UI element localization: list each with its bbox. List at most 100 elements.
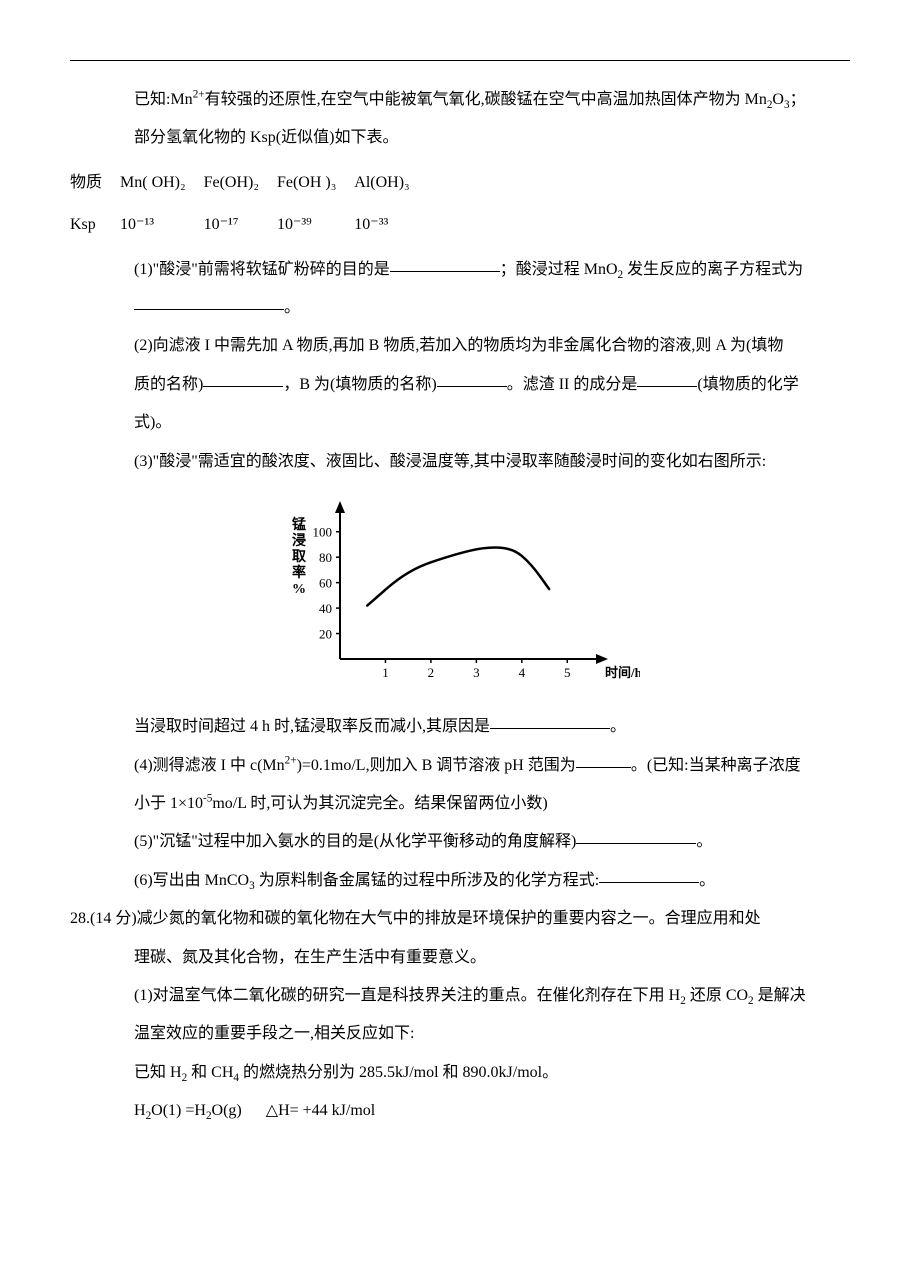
q28-p1b: 温室效应的重要手段之一,相关反应如下: <box>70 1015 850 1053</box>
table-cell: Fe(OH )₃ <box>277 162 354 204</box>
q3-line1: (3)"酸浸"需适宜的酸浓度、液固比、酸浸温度等,其中浸取率随酸浸时间的变化如右… <box>70 443 850 481</box>
text: O(1) =H <box>151 1102 206 1119</box>
sub: 2 <box>748 995 754 1007</box>
svg-text:20: 20 <box>319 626 332 641</box>
table-cell: 10⁻³⁹ <box>277 204 354 246</box>
table-row: 物质 Mn( OH)₂ Fe(OH)₂ Fe(OH )₃ Al(OH)₃ <box>70 162 428 204</box>
svg-text:时间/h: 时间/h <box>605 665 640 680</box>
chart-svg: 2040608010012345锰浸取率%时间/h <box>280 489 640 689</box>
text: 还原 CO <box>690 987 748 1004</box>
text: (4)测得滤液 I 中 c(Mn <box>134 757 285 774</box>
svg-text:锰: 锰 <box>292 516 306 533</box>
q3-after: 当浸取时间超过 4 h 时,锰浸取率反而减小,其原因是 。 <box>70 708 850 746</box>
q6-line: (6)写出由 MnCO3 为原料制备金属锰的过程中所涉及的化学方程式:。 <box>70 862 850 900</box>
svg-text:60: 60 <box>319 576 332 591</box>
blank-input[interactable] <box>390 255 500 272</box>
text: (1)对温室气体二氧化碳的研究一直是科技界关注的重点。在催化剂存在下用 H <box>134 987 680 1004</box>
sub: 3 <box>249 880 255 892</box>
table-cell: 10⁻¹³ <box>120 204 204 246</box>
text: 。 <box>696 833 712 850</box>
q1-line2: 。 <box>70 289 850 327</box>
text: 。滤渣 II 的成分是 <box>507 376 638 393</box>
text: ； <box>790 91 806 108</box>
table-cell: 物质 <box>70 162 120 204</box>
text: 发生反应的离子方程式为 <box>627 261 803 278</box>
table-row: Ksp 10⁻¹³ 10⁻¹⁷ 10⁻³⁹ 10⁻³³ <box>70 204 428 246</box>
blank-input[interactable] <box>203 370 283 387</box>
sup: -5 <box>203 793 212 805</box>
q28-p2: 已知 H2 和 CH4 的燃烧热分别为 285.5kJ/mol 和 890.0k… <box>70 1054 850 1092</box>
sup: 2+ <box>285 754 297 766</box>
intro-line2: 部分氢氧化物的 Ksp(近似值)如下表。 <box>70 119 850 157</box>
text: △H= +44 kJ/mol <box>266 1102 375 1119</box>
blank-input[interactable] <box>576 751 631 768</box>
text: (填物质的化学 <box>697 376 798 393</box>
text: (5)"沉锰"过程中加入氨水的目的是(从化学平衡移动的角度解释) <box>134 833 576 850</box>
q5-line: (5)"沉锰"过程中加入氨水的目的是(从化学平衡移动的角度解释) 。 <box>70 823 850 861</box>
table-cell: Al(OH)₃ <box>354 162 427 204</box>
table-cell: Fe(OH)₂ <box>204 162 277 204</box>
q28-head2: 理碳、氮及其化合物，在生产生活中有重要意义。 <box>70 939 850 977</box>
text: 是解决 <box>758 987 806 1004</box>
svg-text:4: 4 <box>519 665 526 680</box>
q1-line1: (1)"酸浸"前需将软锰矿粉碎的目的是 ；酸浸过程 MnO2 发生反应的离子方程式… <box>70 251 850 289</box>
text: mo/L 时,可认为其沉淀完全。结果保留两位小数) <box>212 795 547 812</box>
sub: 2 <box>680 995 686 1007</box>
sub: 4 <box>233 1072 239 1084</box>
svg-text:40: 40 <box>319 601 332 616</box>
q2-line1: (2)向滤液 I 中需先加 A 物质,再加 B 物质,若加入的物质均为非金属化合… <box>70 327 850 365</box>
table-cell: Ksp <box>70 204 120 246</box>
svg-text:%: % <box>292 582 306 597</box>
intro-line1: 已知:Mn2+有较强的还原性,在空气中能被氧气氧化,碳酸锰在空气中高温加热固体产… <box>70 81 850 119</box>
top-rule <box>70 60 850 61</box>
q2-line2: 质的名称) ，B 为(填物质的名称) 。滤渣 II 的成分是 (填物质的化学 <box>70 366 850 404</box>
text: (1)"酸浸"前需将软锰矿粉碎的目的是 <box>134 261 390 278</box>
q28-head: 28.(14 分)减少氮的氧化物和碳的氧化物在大气中的排放是环境保护的重要内容之… <box>70 900 850 938</box>
text: 。 <box>610 718 626 735</box>
text: 已知 H <box>134 1064 182 1081</box>
text: O <box>772 91 784 108</box>
blank-input[interactable] <box>576 827 696 844</box>
svg-text:率: 率 <box>292 564 306 581</box>
q28-p3: H2O(1) =H2O(g) △H= +44 kJ/mol <box>70 1092 850 1130</box>
q28-p1a: (1)对温室气体二氧化碳的研究一直是科技界关注的重点。在催化剂存在下用 H2 还… <box>70 977 850 1015</box>
text: ，B 为(填物质的名称) <box>283 376 436 393</box>
svg-text:1: 1 <box>382 665 389 680</box>
text: 。(已知:当某种离子浓度 <box>631 757 801 774</box>
table-cell: Mn( OH)₂ <box>120 162 204 204</box>
text: 。 <box>284 299 300 316</box>
blank-input[interactable] <box>490 712 610 729</box>
sup: 2+ <box>193 89 205 101</box>
ksp-table: 物质 Mn( OH)₂ Fe(OH)₂ Fe(OH )₃ Al(OH)₃ Ksp… <box>70 162 850 247</box>
svg-text:100: 100 <box>313 525 333 540</box>
q4-line2: 小于 1×10-5mo/L 时,可认为其沉淀完全。结果保留两位小数) <box>70 785 850 823</box>
text: (6)写出由 MnCO <box>134 872 249 889</box>
svg-text:浸: 浸 <box>292 532 306 549</box>
svg-text:80: 80 <box>319 550 332 565</box>
text: 。 <box>699 872 715 889</box>
blank-input[interactable] <box>637 370 697 387</box>
blank-input[interactable] <box>599 866 699 883</box>
text: )=0.1mo/L,则加入 B 调节溶液 pH 范围为 <box>297 757 576 774</box>
text: 有较强的还原性,在空气中能被氧气氧化,碳酸锰在空气中高温加热固体产物为 Mn <box>205 91 767 108</box>
text: 和 CH <box>191 1064 233 1081</box>
svg-text:取: 取 <box>292 549 307 565</box>
table-cell: 10⁻³³ <box>354 204 427 246</box>
text: H <box>134 1102 146 1119</box>
q4-line1: (4)测得滤液 I 中 c(Mn2+)=0.1mo/L,则加入 B 调节溶液 p… <box>70 747 850 785</box>
text: 当浸取时间超过 4 h 时,锰浸取率反而减小,其原因是 <box>134 718 490 735</box>
blank-input[interactable] <box>437 370 507 387</box>
sub: 2 <box>618 269 624 281</box>
text: ；酸浸过程 MnO <box>500 261 618 278</box>
text: 质的名称) <box>134 376 203 393</box>
svg-text:5: 5 <box>564 665 571 680</box>
text: 的燃烧热分别为 285.5kJ/mol 和 890.0kJ/mol。 <box>243 1064 558 1081</box>
text: 小于 1×10 <box>134 795 203 812</box>
table-cell: 10⁻¹⁷ <box>204 204 277 246</box>
text: 已知:Mn <box>134 91 193 108</box>
leach-rate-chart: 2040608010012345锰浸取率%时间/h <box>70 489 850 704</box>
q2-line3: 式)。 <box>70 404 850 442</box>
sub: 2 <box>182 1072 188 1084</box>
text: O(g) <box>212 1102 242 1119</box>
blank-input[interactable] <box>134 293 284 310</box>
